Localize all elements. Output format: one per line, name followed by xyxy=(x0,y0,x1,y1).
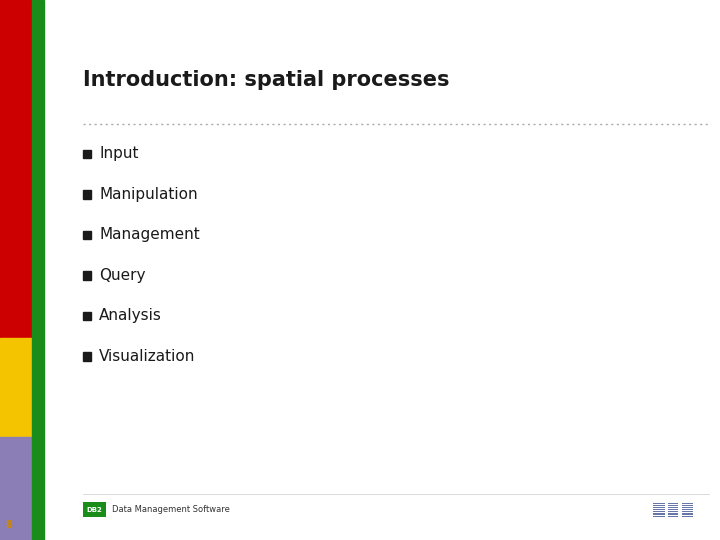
Bar xyxy=(654,505,693,506)
Bar xyxy=(654,512,693,514)
Bar xyxy=(654,516,693,517)
Text: Manipulation: Manipulation xyxy=(99,187,198,202)
Text: 8: 8 xyxy=(5,520,12,530)
Bar xyxy=(678,501,682,518)
Text: Analysis: Analysis xyxy=(99,308,162,323)
Bar xyxy=(0,437,32,540)
Text: Visualization: Visualization xyxy=(99,349,196,364)
Bar xyxy=(83,271,91,280)
Bar xyxy=(0,338,32,437)
Bar xyxy=(654,509,693,510)
Bar xyxy=(83,352,91,361)
Bar xyxy=(32,0,44,540)
Bar xyxy=(654,503,693,504)
Text: Management: Management xyxy=(99,227,200,242)
Text: Input: Input xyxy=(99,146,139,161)
Bar xyxy=(83,231,91,239)
Bar xyxy=(654,511,693,512)
Bar xyxy=(83,502,106,517)
Bar xyxy=(83,150,91,158)
Text: Introduction: spatial processes: Introduction: spatial processes xyxy=(83,70,449,90)
Bar xyxy=(654,507,693,508)
Text: Data Management Software: Data Management Software xyxy=(112,505,230,514)
Bar xyxy=(665,501,668,518)
Text: DB2: DB2 xyxy=(86,507,102,513)
Bar xyxy=(0,0,32,338)
Text: Query: Query xyxy=(99,268,146,283)
Bar xyxy=(83,312,91,320)
Bar xyxy=(83,190,91,199)
